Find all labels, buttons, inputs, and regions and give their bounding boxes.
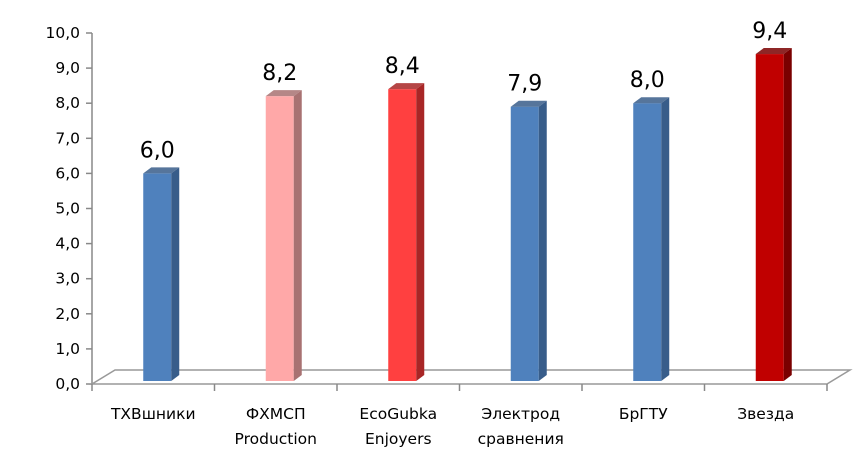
x-category-label: ФХМСП <box>246 405 306 423</box>
y-tick-label: 9,0 <box>55 59 80 77</box>
y-tick-label: 1,0 <box>55 340 80 358</box>
data-label: 7,9 <box>507 72 542 97</box>
y-tick-label: 4,0 <box>55 235 80 253</box>
bar-top <box>510 100 547 107</box>
bar-top <box>388 83 425 90</box>
floor-plane <box>89 369 853 385</box>
bar-front <box>388 89 417 381</box>
bar-top <box>143 167 180 174</box>
data-label: 8,0 <box>630 68 665 93</box>
x-category-label: БрГТУ <box>619 405 668 423</box>
bar-front <box>143 173 172 381</box>
y-tick-label: 8,0 <box>55 94 80 112</box>
bar-side <box>783 48 792 382</box>
x-category-label: Production <box>235 430 317 448</box>
y-tick-label: 6,0 <box>55 164 80 182</box>
y-tick-label: 10,0 <box>45 24 80 42</box>
y-tick-label: 3,0 <box>55 270 80 288</box>
data-label: 6,0 <box>140 138 175 163</box>
bar-side <box>416 83 425 381</box>
bar-side <box>171 167 180 381</box>
bar-front <box>755 54 784 382</box>
x-category-label: Enjoyers <box>365 430 432 448</box>
data-label: 8,4 <box>385 54 420 79</box>
y-tick-label: 0,0 <box>55 375 80 393</box>
y-tick-label: 2,0 <box>55 305 80 323</box>
x-category-label: сравнения <box>478 430 564 448</box>
x-category-label: EcoGubka <box>359 405 437 423</box>
bar-top <box>265 90 302 97</box>
bar-front <box>633 103 662 381</box>
bar-front <box>510 106 539 382</box>
y-tick-label: 5,0 <box>55 200 80 218</box>
bar-side <box>538 100 547 382</box>
y-tick-label: 7,0 <box>55 129 80 147</box>
x-category-label: Звезда <box>737 405 794 423</box>
x-category-label: Электрод <box>481 405 560 423</box>
bar-side <box>293 90 302 382</box>
data-label: 8,2 <box>262 61 297 86</box>
bar-top <box>755 48 792 55</box>
x-category-label: ТХВшники <box>110 405 196 423</box>
data-label: 9,4 <box>752 19 787 44</box>
bar-side <box>661 97 670 381</box>
bar-front <box>265 96 294 382</box>
bar-top <box>633 97 670 104</box>
